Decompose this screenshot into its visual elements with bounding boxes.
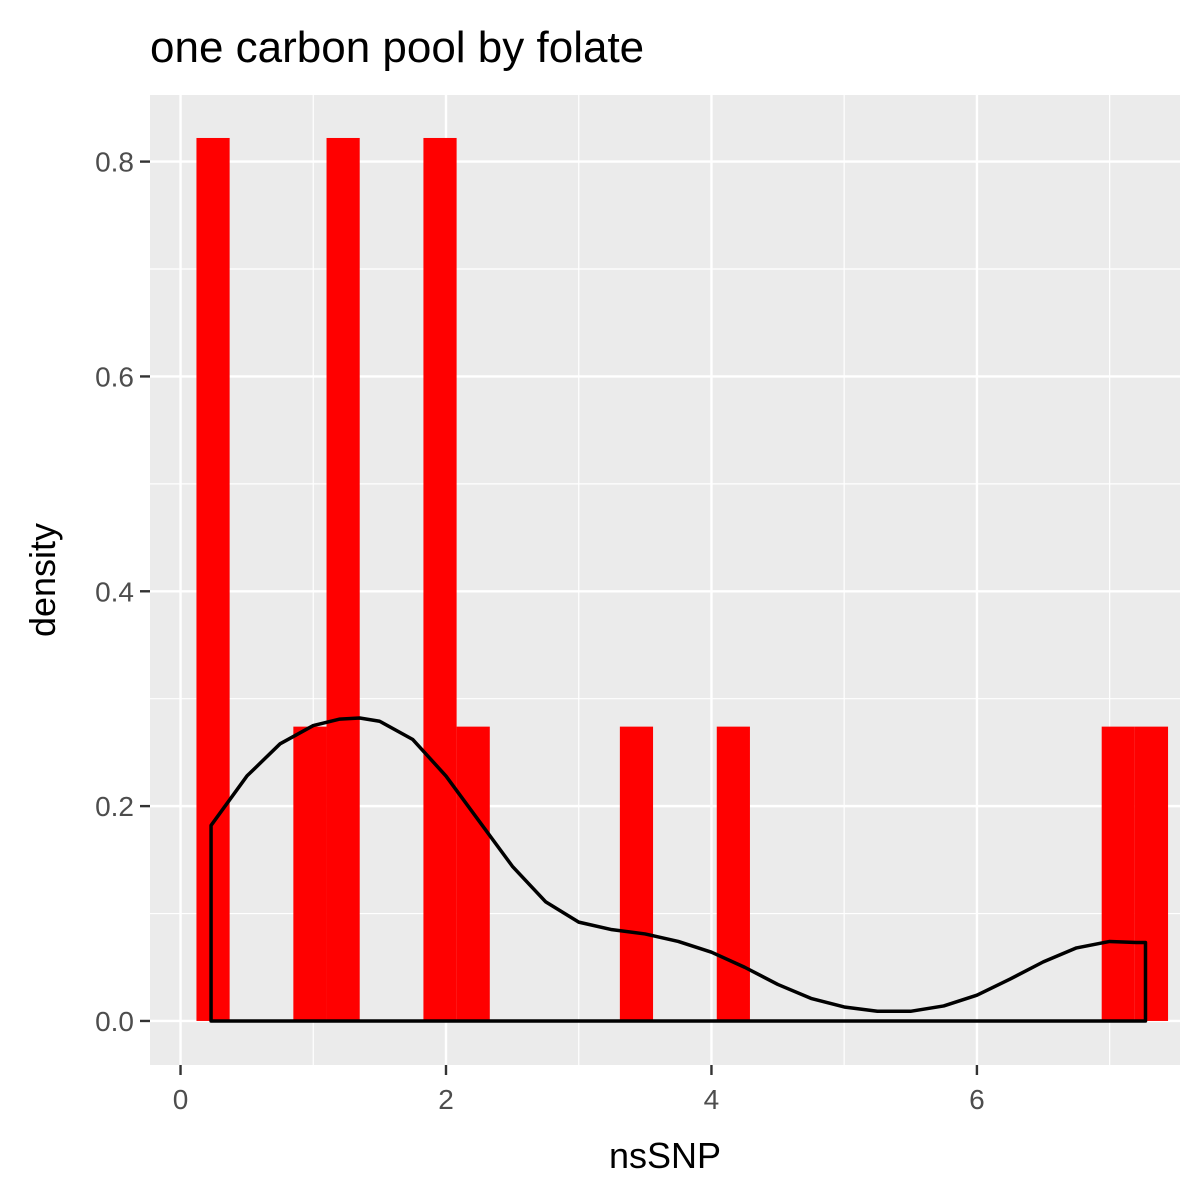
minor-gridlines bbox=[150, 95, 1180, 1065]
histogram-bar bbox=[716, 726, 750, 1021]
y-axis-title: density bbox=[22, 523, 63, 637]
histogram-bar bbox=[619, 726, 654, 1021]
density-curve-group bbox=[209, 716, 1148, 1023]
histogram-bar bbox=[326, 137, 360, 1021]
chart-title: one carbon pool by folate bbox=[150, 23, 644, 72]
histogram-bar bbox=[1101, 726, 1135, 1021]
y-tick-label: 0.8 bbox=[95, 147, 134, 178]
y-tick-label: 0.2 bbox=[95, 791, 134, 822]
y-tick-label: 0.6 bbox=[95, 361, 134, 392]
x-axis-title: nsSNP bbox=[609, 1135, 721, 1176]
histogram-bar bbox=[293, 726, 327, 1021]
x-tick-label: 2 bbox=[438, 1084, 454, 1115]
x-tick-label: 4 bbox=[704, 1084, 720, 1115]
y-tick-label: 0.0 bbox=[95, 1006, 134, 1037]
histogram-bar bbox=[1134, 726, 1169, 1021]
axes: 0 2 4 6 0.0 0.2 0.4 0.6 0.8 bbox=[95, 147, 985, 1115]
histogram-bar bbox=[456, 726, 490, 1021]
histogram-bar bbox=[423, 137, 457, 1021]
y-tick-label: 0.4 bbox=[95, 576, 134, 607]
histogram-bar bbox=[196, 137, 230, 1021]
x-tick-label: 0 bbox=[173, 1084, 189, 1115]
density-curve bbox=[209, 716, 1148, 1023]
x-tick-label: 6 bbox=[969, 1084, 985, 1115]
histogram-bars bbox=[196, 137, 1169, 1021]
